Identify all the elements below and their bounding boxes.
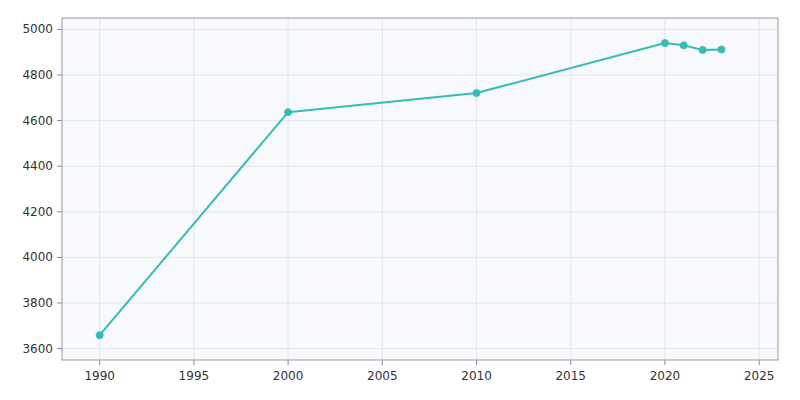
- x-tick: [193, 360, 194, 365]
- x-tick: [288, 360, 289, 365]
- data-point: [661, 40, 668, 47]
- data-point: [718, 46, 725, 53]
- y-grid-line: [62, 211, 778, 212]
- x-tick-label: 2025: [744, 369, 775, 383]
- y-tick-label: 4800: [22, 68, 53, 82]
- x-tick-label: 1995: [179, 369, 210, 383]
- y-tick: [57, 257, 62, 258]
- x-tick-label: 2015: [555, 369, 586, 383]
- y-tick-label: 3800: [22, 296, 53, 310]
- data-point: [699, 46, 706, 53]
- data-point: [473, 90, 480, 97]
- x-tick-label: 2005: [367, 369, 398, 383]
- x-tick-label: 2010: [461, 369, 492, 383]
- x-grid-line: [476, 18, 477, 360]
- y-grid-line: [62, 303, 778, 304]
- y-tick-label: 4000: [22, 250, 53, 264]
- data-point: [285, 109, 292, 116]
- x-grid-line: [288, 18, 289, 360]
- y-grid-line: [62, 257, 778, 258]
- y-tick-label: 4200: [22, 205, 53, 219]
- y-grid-line: [62, 166, 778, 167]
- y-tick-label: 4600: [22, 114, 53, 128]
- y-tick-label: 3600: [22, 342, 53, 356]
- grid: [62, 18, 778, 360]
- y-grid-line: [62, 75, 778, 76]
- plot-background: [62, 18, 778, 360]
- x-tick: [664, 360, 665, 365]
- y-grid-line: [62, 29, 778, 30]
- y-tick: [57, 120, 62, 121]
- y-tick: [57, 211, 62, 212]
- data-line: [100, 43, 722, 335]
- x-grid-line: [759, 18, 760, 360]
- y-tick: [57, 75, 62, 76]
- axes: 1990 1995 2000 2005 2010 2015 2020 2025 3600 3800…: [22, 22, 774, 383]
- plot-frame: [62, 18, 778, 360]
- x-grid-line: [193, 18, 194, 360]
- x-grid-line: [99, 18, 100, 360]
- x-tick-label: 2020: [650, 369, 681, 383]
- x-tick-label: 2000: [273, 369, 304, 383]
- x-tick: [759, 360, 760, 365]
- chart-svg: 1990 1995 2000 2005 2010 2015 2020 2025 3600 3800…: [0, 0, 800, 400]
- x-tick: [99, 360, 100, 365]
- y-grid-line: [62, 348, 778, 349]
- y-tick: [57, 166, 62, 167]
- y-grid-line: [62, 120, 778, 121]
- x-tick: [570, 360, 571, 365]
- x-tick: [476, 360, 477, 365]
- y-tick-label: 5000: [22, 22, 53, 36]
- x-grid-line: [382, 18, 383, 360]
- x-grid-line: [570, 18, 571, 360]
- y-tick: [57, 348, 62, 349]
- data-point: [96, 332, 103, 339]
- x-grid-line: [664, 18, 665, 360]
- data-point: [680, 42, 687, 49]
- chart-container: 1990 1995 2000 2005 2010 2015 2020 2025 3600 3800…: [0, 0, 800, 400]
- y-tick: [57, 29, 62, 30]
- data-layer: [96, 40, 725, 339]
- x-tick-label: 1990: [84, 369, 115, 383]
- y-tick: [57, 303, 62, 304]
- y-tick-label: 4400: [22, 159, 53, 173]
- x-tick: [382, 360, 383, 365]
